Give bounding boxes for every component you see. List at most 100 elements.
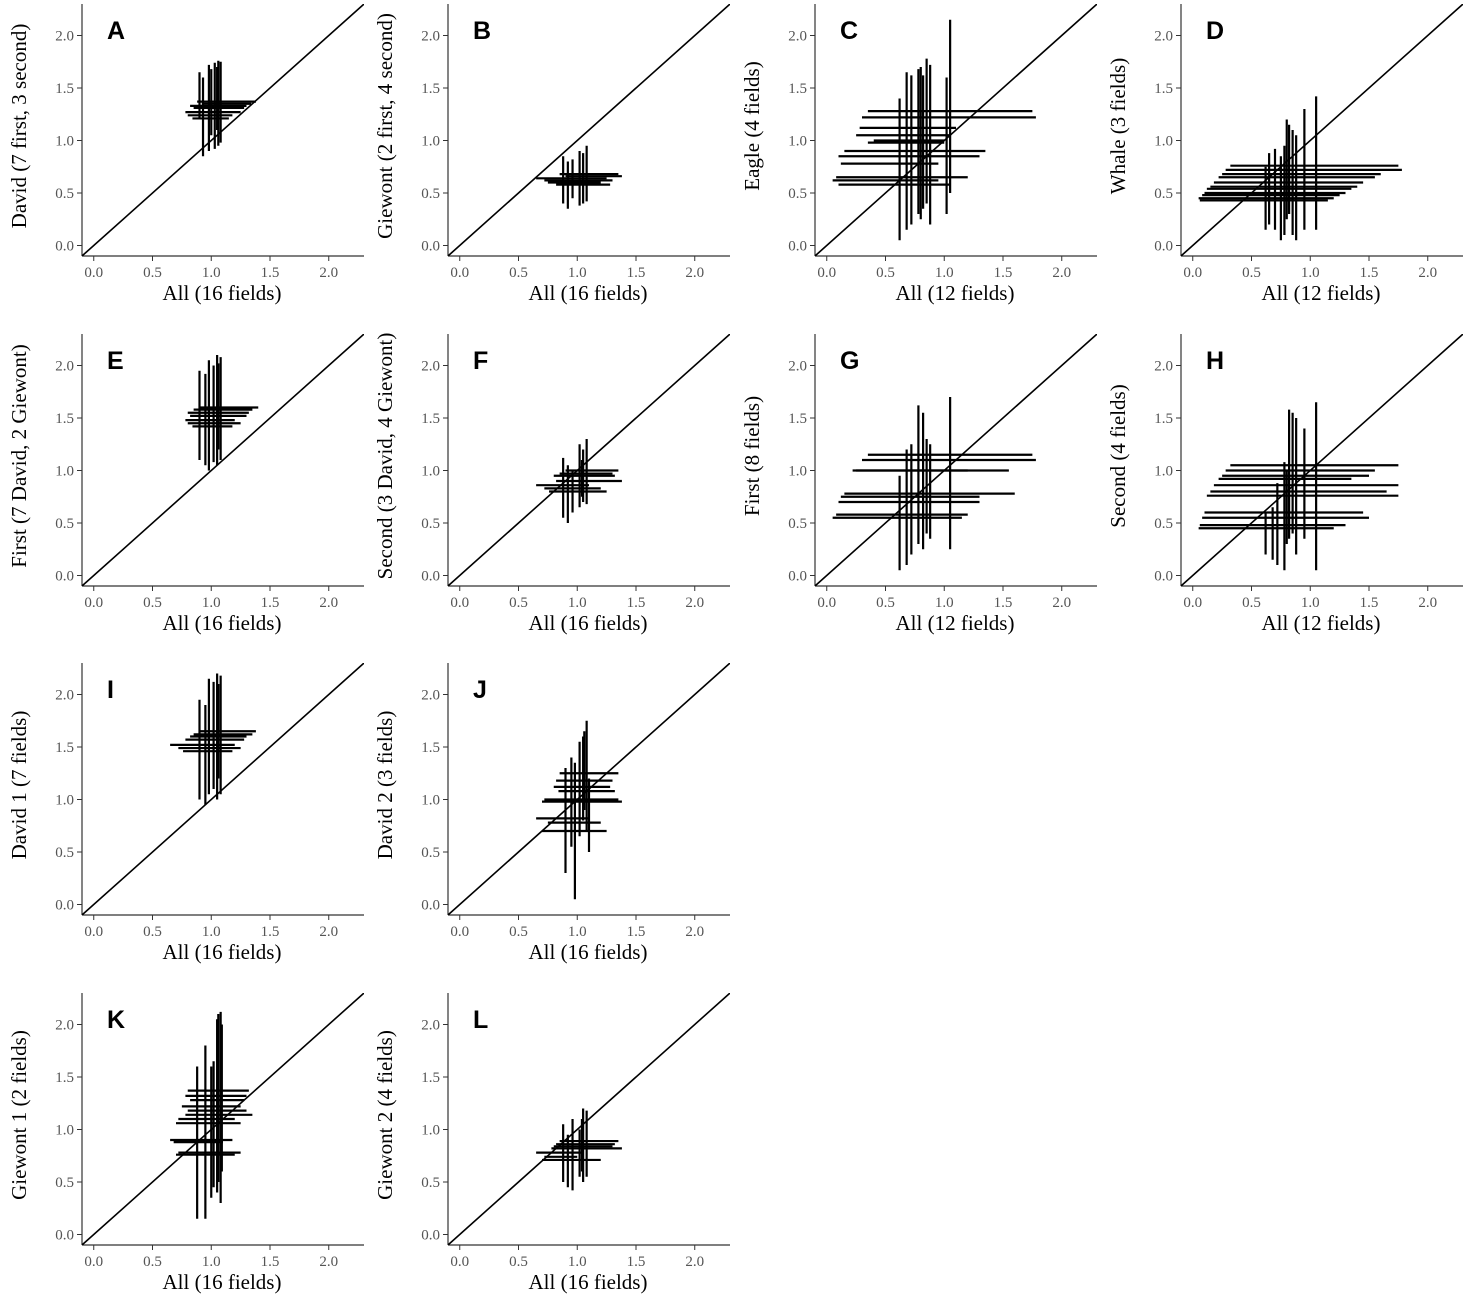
- panel-i-identity-line: [82, 663, 364, 915]
- panel-c-y-tick-label: 0.0: [788, 239, 807, 255]
- panel-j-x-tick-label: 0.5: [509, 924, 528, 940]
- panel-h-y-title: Second (4 fields): [1106, 384, 1130, 527]
- panel-f-x-tick-label: 1.5: [627, 595, 646, 611]
- panel-l-y-tick-label: 0.5: [421, 1175, 440, 1191]
- panel-e-x-tick-label: 2.0: [319, 595, 338, 611]
- panel-a-x-tick-label: 1.5: [261, 265, 280, 281]
- panel-d: 0.0 0.0 0.5 0.5 1.0 1.0 1.5 1.5 2.0 2.0 D All (12 f…: [1106, 4, 1463, 305]
- panel-h-letter: H: [1206, 347, 1224, 375]
- panel-h-x-tick-label: 0.5: [1242, 595, 1261, 611]
- panel-b: 0.0 0.0 0.5 0.5 1.0 1.0 1.5 1.5 2.0 2.0 B All (16 f…: [373, 4, 730, 305]
- panel-g-y-tick-label: 1.5: [788, 411, 807, 427]
- panel-a-x-tick-label: 0.0: [84, 265, 103, 281]
- panel-d-y-tick-label: 2.0: [1154, 29, 1173, 45]
- panel-c-x-tick-label: 1.5: [994, 265, 1013, 281]
- panel-k-x-tick-label: 0.0: [84, 1254, 103, 1270]
- panel-j-x-tick-label: 1.0: [568, 924, 587, 940]
- panel-h-y-tick-label: 1.5: [1154, 411, 1173, 427]
- panel-c-x-tick-label: 1.0: [935, 265, 954, 281]
- panel-h-y-tick-label: 0.5: [1154, 516, 1173, 532]
- panel-c-x-tick-label: 2.0: [1052, 265, 1071, 281]
- panel-c-y-tick-label: 2.0: [788, 29, 807, 45]
- panel-h-y-tick-label: 0.0: [1154, 569, 1173, 585]
- panel-k-y-tick-label: 2.0: [55, 1018, 74, 1034]
- panel-h-y-tick-label: 2.0: [1154, 359, 1173, 375]
- panel-a-letter: A: [107, 17, 125, 45]
- panel-i-x-tick-label: 2.0: [319, 924, 338, 940]
- panel-l-x-tick-label: 0.5: [509, 1254, 528, 1270]
- panel-e-y-tick-label: 0.5: [55, 516, 74, 532]
- panel-h-x-tick-label: 2.0: [1418, 595, 1437, 611]
- panel-c-x-title: All (12 fields): [896, 281, 1015, 305]
- panel-f-x-title: All (16 fields): [529, 611, 648, 635]
- panel-a-x-tick-label: 2.0: [319, 265, 338, 281]
- panel-d-x-tick-label: 2.0: [1418, 265, 1437, 281]
- panel-k-letter: K: [107, 1006, 125, 1034]
- panel-h-y-tick-label: 1.0: [1154, 464, 1173, 480]
- panel-g-x-tick-label: 0.5: [876, 595, 895, 611]
- panel-h-x-tick-label: 0.0: [1183, 595, 1202, 611]
- panel-j: 0.0 0.0 0.5 0.5 1.0 1.0 1.5 1.5 2.0 2.0 J All (16 f…: [373, 663, 730, 964]
- panel-j-x-tick-label: 2.0: [685, 924, 704, 940]
- panel-f-y-tick-label: 1.0: [421, 464, 440, 480]
- panel-k-x-tick-label: 1.0: [202, 1254, 221, 1270]
- panel-f-x-tick-label: 0.5: [509, 595, 528, 611]
- panel-d-x-tick-label: 1.0: [1301, 265, 1320, 281]
- panel-g-letter: G: [840, 347, 859, 375]
- panel-b-y-tick-label: 0.5: [421, 186, 440, 202]
- panel-k-x-tick-label: 1.5: [261, 1254, 280, 1270]
- panel-b-y-tick-label: 1.0: [421, 134, 440, 150]
- panel-e-identity-line: [82, 334, 364, 586]
- panel-d-y-tick-label: 0.0: [1154, 239, 1173, 255]
- panel-g-y-tick-label: 0.0: [788, 569, 807, 585]
- panel-j-x-tick-label: 1.5: [627, 924, 646, 940]
- panel-i-y-tick-label: 1.5: [55, 740, 74, 756]
- panel-g-y-tick-label: 0.5: [788, 516, 807, 532]
- panel-b-x-tick-label: 1.5: [627, 265, 646, 281]
- panel-d-y-tick-label: 0.5: [1154, 186, 1173, 202]
- panel-g-y-title: First (8 fields): [740, 396, 764, 516]
- panel-a-x-tick-label: 0.5: [143, 265, 162, 281]
- panel-l: 0.0 0.0 0.5 0.5 1.0 1.0 1.5 1.5 2.0 2.0 L All (16 f…: [373, 993, 730, 1294]
- panel-g: 0.0 0.0 0.5 0.5 1.0 1.0 1.5 1.5 2.0 2.0 G All (12 f…: [740, 334, 1097, 635]
- panel-d-x-tick-label: 0.5: [1242, 265, 1261, 281]
- panel-g-x-tick-label: 2.0: [1052, 595, 1071, 611]
- panel-k-y-tick-label: 0.0: [55, 1228, 74, 1244]
- panel-j-letter: J: [473, 676, 487, 704]
- panel-i-x-tick-label: 0.5: [143, 924, 162, 940]
- panel-k-y-tick-label: 0.5: [55, 1175, 74, 1191]
- panel-k-y-title: Giewont 1 (2 fields): [7, 1030, 31, 1200]
- panel-j-y-tick-label: 0.0: [421, 898, 440, 914]
- panel-a-y-tick-label: 1.5: [55, 81, 74, 97]
- panel-b-x-tick-label: 0.0: [450, 265, 469, 281]
- panel-e-y-tick-label: 2.0: [55, 359, 74, 375]
- panel-g-y-tick-label: 2.0: [788, 359, 807, 375]
- panel-j-y-title: David 2 (3 fields): [373, 711, 397, 860]
- panel-i-x-tick-label: 1.5: [261, 924, 280, 940]
- panel-g-x-tick-label: 1.0: [935, 595, 954, 611]
- panel-b-x-title: All (16 fields): [529, 281, 648, 305]
- panel-g-x-tick-label: 1.5: [994, 595, 1013, 611]
- panel-l-y-tick-label: 1.0: [421, 1123, 440, 1139]
- panel-i-y-tick-label: 0.5: [55, 845, 74, 861]
- panel-j-y-tick-label: 2.0: [421, 688, 440, 704]
- panel-e-y-title: First (7 David, 2 Giewont): [7, 344, 31, 567]
- panel-h: 0.0 0.0 0.5 0.5 1.0 1.0 1.5 1.5 2.0 2.0 H All (12 f…: [1106, 334, 1463, 635]
- panel-d-x-title: All (12 fields): [1262, 281, 1381, 305]
- panel-i-y-title: David 1 (7 fields): [7, 711, 31, 860]
- panel-l-x-title: All (16 fields): [529, 1270, 648, 1294]
- panel-e-x-tick-label: 0.0: [84, 595, 103, 611]
- panel-k-x-tick-label: 2.0: [319, 1254, 338, 1270]
- panel-e-y-tick-label: 1.5: [55, 411, 74, 427]
- panel-i: 0.0 0.0 0.5 0.5 1.0 1.0 1.5 1.5 2.0 2.0 I All (16 f…: [7, 663, 364, 964]
- panel-b-y-tick-label: 1.5: [421, 81, 440, 97]
- panel-b-x-tick-label: 2.0: [685, 265, 704, 281]
- panel-i-y-tick-label: 0.0: [55, 898, 74, 914]
- panel-b-x-tick-label: 1.0: [568, 265, 587, 281]
- panel-b-identity-line: [448, 4, 730, 256]
- panel-g-x-title: All (12 fields): [896, 611, 1015, 635]
- panel-j-y-tick-label: 1.5: [421, 740, 440, 756]
- panel-e-x-title: All (16 fields): [163, 611, 282, 635]
- panel-j-x-title: All (16 fields): [529, 940, 648, 964]
